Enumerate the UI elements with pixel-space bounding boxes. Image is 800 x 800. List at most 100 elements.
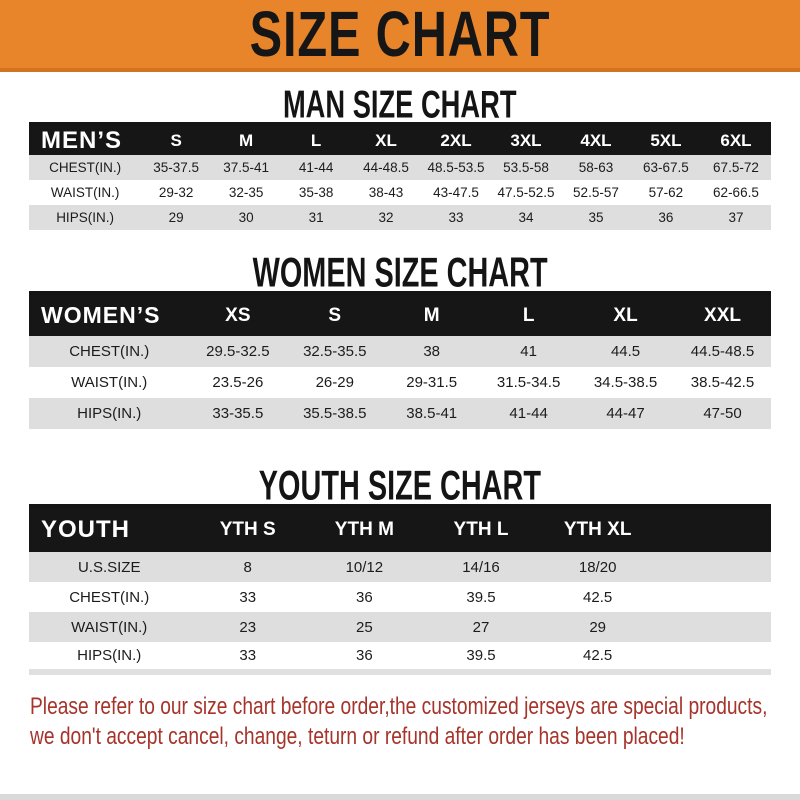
filler-cell xyxy=(656,552,771,582)
bottom-divider xyxy=(0,794,800,800)
row-label-cell: CHEST(IN.) xyxy=(69,588,150,606)
table-row: HIPS(IN.) 29 30 31 32 33 34 35 36 37 xyxy=(29,205,771,230)
row-label-cell: WAIST(IN.) xyxy=(50,185,120,200)
column-header-cell: YTH M xyxy=(306,506,423,552)
size-value-cell: 38 xyxy=(423,343,441,360)
table-header-row: YOUTH YTH S YTH M YTH L YTH XL xyxy=(29,506,771,552)
size-value-cell: 35-38 xyxy=(298,185,334,200)
size-chart-banner: SIZE CHART xyxy=(0,0,800,72)
table-body: CHEST(IN.) 29.5-32.5 32.5-35.5 38 41 44.5 44.5… xyxy=(29,336,771,429)
size-value-cell: 32.5-35.5 xyxy=(303,343,367,360)
size-value-cell: 58-63 xyxy=(578,160,614,175)
column-header-cell: XL xyxy=(577,293,674,336)
size-value-cell: 10/12 xyxy=(345,558,384,576)
size-value-cell: 34.5-38.5 xyxy=(593,374,658,391)
table-row: CHEST(IN.) 35-37.5 37.5-41 41-44 44-48.5 48.5… xyxy=(29,155,771,180)
banner-title: SIZE CHART xyxy=(249,0,551,70)
filler-cell xyxy=(656,642,771,672)
size-value-cell: 25 xyxy=(356,618,373,636)
women-section-heading: WOMEN SIZE CHART xyxy=(0,249,800,296)
size-value-cell: 26-29 xyxy=(315,374,354,391)
table-row: WAIST(IN.) 23.5-26 26-29 29-31.5 31.5-34.5 34… xyxy=(29,367,771,398)
size-value-cell: 44-47 xyxy=(606,405,645,422)
size-value-cell: 67.5-72 xyxy=(713,160,759,175)
column-header-cell: M xyxy=(383,293,481,336)
table-row: CHEST(IN.) 29.5-32.5 32.5-35.5 38 41 44.5 44.5… xyxy=(29,336,771,367)
table-body: U.S.SIZE 8 10/12 14/16 18/20 CHEST(IN.) 33 36 39… xyxy=(29,552,771,672)
column-header-cell: 6XL xyxy=(700,124,771,155)
size-value-cell: 36 xyxy=(356,588,373,606)
table-row: HIPS(IN.) 33 36 39.5 42.5 xyxy=(29,642,771,672)
column-header-cell: L xyxy=(281,124,352,155)
size-value-cell: 38.5-42.5 xyxy=(690,374,755,391)
row-label-cell: CHEST(IN.) xyxy=(49,160,122,175)
column-header-cell: S xyxy=(141,124,212,155)
order-notice-line-1: Please refer to our size chart before or… xyxy=(30,693,768,720)
size-value-cell: 36 xyxy=(658,210,674,225)
youth-section-heading: YOUTH SIZE CHART xyxy=(0,465,800,506)
filler-cell xyxy=(656,582,771,612)
man-section-heading-text: MAN SIZE CHART xyxy=(283,82,517,127)
youth-size-table: YOUTH YTH S YTH M YTH L YTH XL U.S.SIZE 8 10/12… xyxy=(29,504,771,675)
table-corner-label: WOMEN’S xyxy=(29,293,190,336)
size-value-cell: 23.5-26 xyxy=(212,374,264,391)
size-value-cell: 57-62 xyxy=(648,185,684,200)
size-value-cell: 33-35.5 xyxy=(212,405,264,422)
table-row: HIPS(IN.) 33-35.5 35.5-38.5 38.5-41 41-44 44-… xyxy=(29,398,771,429)
size-value-cell: 29-32 xyxy=(158,185,194,200)
size-value-cell: 18/20 xyxy=(578,558,617,576)
size-value-cell: 44.5-48.5 xyxy=(690,343,755,360)
filler-cell xyxy=(656,612,771,642)
size-value-cell: 52.5-57 xyxy=(573,185,619,200)
size-value-cell: 27 xyxy=(472,618,490,636)
filler-cell xyxy=(656,506,771,552)
size-value-cell: 14/16 xyxy=(462,558,500,576)
table-row: U.S.SIZE 8 10/12 14/16 18/20 xyxy=(29,552,771,582)
size-value-cell: 41-44 xyxy=(298,160,334,175)
row-label-cell: U.S.SIZE xyxy=(77,558,141,576)
size-value-cell: 38.5-41 xyxy=(406,405,458,422)
size-value-cell: 35.5-38.5 xyxy=(303,405,367,422)
row-label-cell: HIPS(IN.) xyxy=(77,405,142,422)
size-value-cell: 32 xyxy=(378,210,394,225)
column-header-cell: YTH S xyxy=(189,506,307,552)
size-value-cell: 35-37.5 xyxy=(153,160,200,175)
size-value-cell: 43-47.5 xyxy=(433,185,479,200)
size-value-cell: 36 xyxy=(356,647,373,664)
size-value-cell: 44-48.5 xyxy=(363,160,409,175)
womens-size-table: WOMEN’S XS S M L XL XXL CHEST(IN.) 29.5-32.5 32.5… xyxy=(29,291,771,429)
size-value-cell: 29 xyxy=(589,618,606,636)
man-size-chart-section: MAN SIZE CHART MEN’S S M L XL 2XL 3XL 4XL 5XL 6XL… xyxy=(0,82,800,230)
row-label-cell: CHEST(IN.) xyxy=(69,343,150,360)
size-value-cell: 48.5-53.5 xyxy=(427,160,485,175)
size-value-cell: 29.5-32.5 xyxy=(206,343,270,360)
size-value-cell: 33 xyxy=(239,588,257,606)
row-label-cell: WAIST(IN.) xyxy=(71,374,148,391)
column-header-cell: XL xyxy=(351,124,422,155)
size-value-cell: 33 xyxy=(448,210,464,225)
size-value-cell: 23 xyxy=(239,618,257,636)
size-value-cell: 33 xyxy=(239,647,257,664)
column-header-cell: M xyxy=(211,124,282,155)
size-value-cell: 47-50 xyxy=(703,405,742,422)
order-notice-line-2: we don't accept cancel, change, teturn o… xyxy=(30,723,685,750)
table-corner-label: YOUTH xyxy=(29,506,190,552)
column-header-cell: 3XL xyxy=(491,124,561,155)
size-value-cell: 63-67.5 xyxy=(643,160,689,175)
size-value-cell: 37.5-41 xyxy=(223,160,269,175)
column-header-cell: YTH L xyxy=(422,506,540,552)
size-value-cell: 44.5 xyxy=(610,343,641,360)
size-value-cell: 62-66.5 xyxy=(713,185,759,200)
women-size-chart-section: WOMEN SIZE CHART WOMEN’S XS S M L XL XXL CHEST(… xyxy=(0,249,800,429)
size-value-cell: 30 xyxy=(238,210,254,225)
women-section-heading-text: WOMEN SIZE CHART xyxy=(252,249,548,296)
size-value-cell: 31 xyxy=(308,210,324,225)
table-body: CHEST(IN.) 35-37.5 37.5-41 41-44 44-48.5 48.5… xyxy=(29,155,771,230)
table-row: WAIST(IN.) 23 25 27 29 xyxy=(29,612,771,642)
size-value-cell: 41 xyxy=(520,343,537,360)
column-header-cell: YTH XL xyxy=(539,506,656,552)
column-header-cell: L xyxy=(480,293,578,336)
size-value-cell: 39.5 xyxy=(466,588,496,606)
size-value-cell: 38-43 xyxy=(368,185,404,200)
table-row: WAIST(IN.) 29-32 32-35 35-38 38-43 43-47.5 47.… xyxy=(29,180,771,205)
